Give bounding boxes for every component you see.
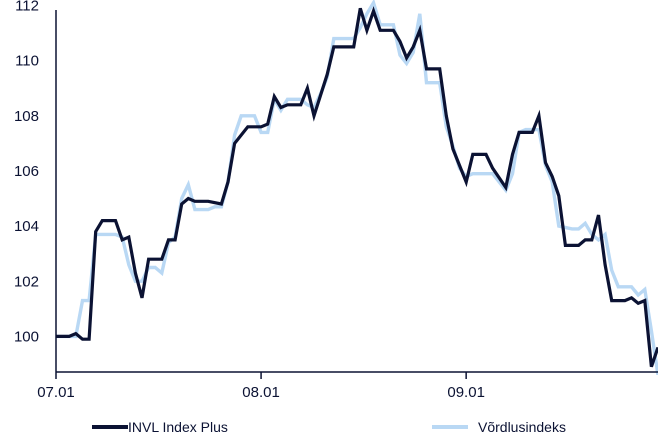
- legend-label: INVL Index Plus: [128, 419, 228, 432]
- series-line-invl-index-plus: [56, 6, 658, 368]
- y-axis-ticks: 100 102 104 106 108 110 112: [14, 0, 39, 345]
- legend-label: Võrdlusindeks: [478, 419, 566, 432]
- legend-item: Võrdlusindeks: [432, 419, 566, 432]
- series-layer: [56, 0, 658, 375]
- y-tick-label: 108: [14, 108, 39, 125]
- y-tick-label: 106: [14, 163, 39, 180]
- y-tick-label: 100: [14, 328, 39, 345]
- series-line-vordlusindeks: [56, 0, 658, 375]
- y-tick-label: 102: [14, 273, 39, 290]
- legend-item: INVL Index Plus: [92, 419, 228, 432]
- legend: INVL Index Plus Võrdlusindeks: [92, 419, 566, 432]
- x-tick-label: 08.01: [242, 384, 280, 401]
- y-tick-label: 112: [15, 0, 39, 15]
- x-tick-label: 07.01: [37, 384, 75, 401]
- x-axis-ticks: 07.01 08.01 09.01: [37, 372, 485, 401]
- y-tick-label: 104: [14, 218, 39, 235]
- x-tick-label: 09.01: [447, 384, 485, 401]
- y-tick-label: 110: [15, 53, 39, 70]
